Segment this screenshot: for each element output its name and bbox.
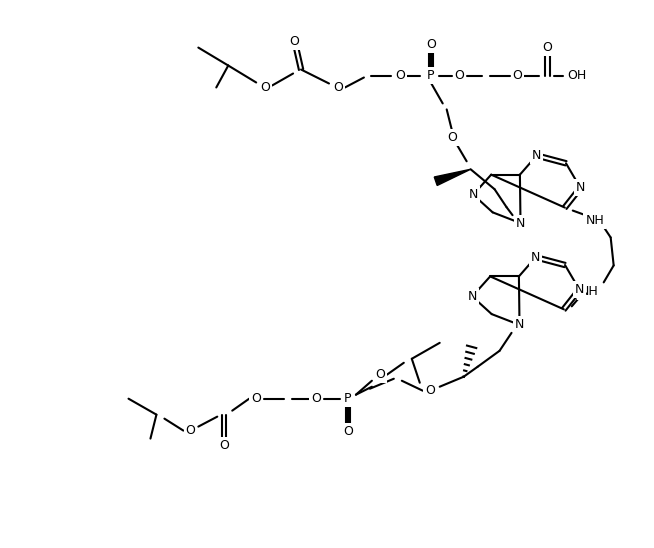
Text: N: N — [576, 181, 585, 195]
Text: O: O — [375, 368, 385, 381]
Text: O: O — [333, 81, 343, 94]
Text: N: N — [515, 318, 525, 332]
Text: O: O — [289, 35, 299, 48]
Text: N: N — [532, 149, 542, 162]
Text: O: O — [395, 69, 405, 82]
Text: O: O — [311, 392, 321, 405]
Text: O: O — [251, 392, 261, 405]
Text: O: O — [426, 38, 436, 51]
Text: NH: NH — [579, 285, 598, 298]
Text: N: N — [516, 216, 525, 230]
Text: O: O — [425, 384, 435, 397]
Text: O: O — [543, 41, 553, 54]
Text: O: O — [448, 131, 458, 144]
Polygon shape — [434, 169, 471, 185]
Text: O: O — [219, 439, 229, 452]
Text: O: O — [513, 69, 523, 82]
Text: N: N — [468, 188, 478, 201]
Text: N: N — [575, 283, 584, 296]
Text: OH: OH — [568, 69, 587, 82]
Text: NH: NH — [585, 214, 604, 227]
Text: P: P — [427, 69, 434, 82]
Text: P: P — [344, 392, 352, 405]
Text: O: O — [260, 81, 270, 94]
Text: O: O — [186, 424, 196, 437]
Text: N: N — [531, 251, 540, 264]
Text: N: N — [468, 290, 477, 303]
Text: O: O — [343, 425, 353, 438]
Text: O: O — [455, 69, 464, 82]
